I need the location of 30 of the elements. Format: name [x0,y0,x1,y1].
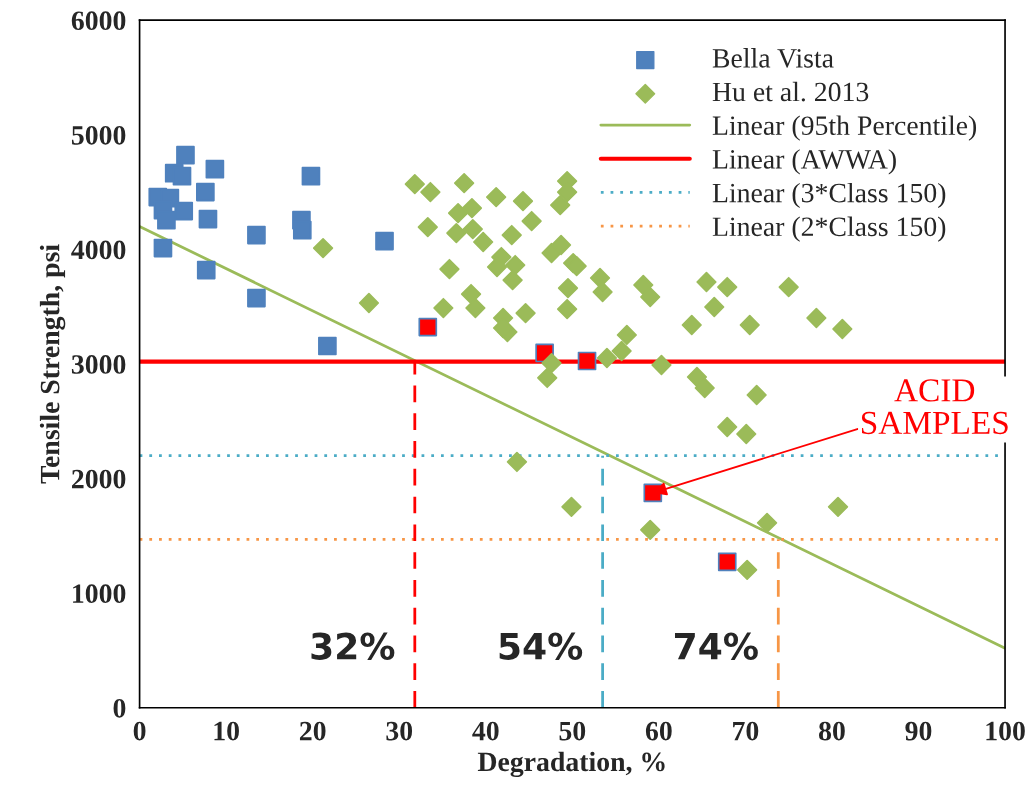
annotation: 74% [675,632,758,660]
legend-label: Hu et al. 2013 [712,81,869,102]
x-tick-label: 100 [986,721,1025,741]
y-tick-label: 5000 [71,125,126,145]
x-tick-label: 0 [133,721,146,741]
y-tick-label: 1000 [73,584,126,604]
legend-label: Linear (95th Percentile) [712,115,977,141]
annotation: 54% [499,632,583,660]
x-tick-label: 10 [214,721,239,741]
x-tick-label: 90 [905,721,932,741]
y-tick-label: 6000 [71,11,126,31]
legend-label: Linear (AWWA) [712,149,896,175]
x-tick-label: 80 [818,721,845,741]
x-tick-label: 30 [386,721,413,741]
legend-label: Bella Vista [712,48,834,68]
y-tick-label: 0 [113,698,126,718]
y-tick-label: 3000 [71,355,126,374]
x-tick-label: 60 [645,721,672,741]
legend-label: Linear (3*Class 150) [712,182,946,209]
x-tick-label: 40 [472,721,499,741]
legend-label: Linear (2*Class 150) [712,216,946,242]
y-tick-label: 4000 [71,240,126,260]
y-tick-label: 2000 [72,469,126,489]
y-axis-title: Tensile Strength, psi [39,244,66,484]
x-axis-title: Degradation, % [477,751,665,778]
annotation: 32% [311,632,395,660]
x-tick-label: 50 [559,721,586,741]
x-tick-label: 70 [733,721,759,741]
annotation: ACID SAMPLES [861,379,1008,435]
x-tick-label: 20 [299,721,326,741]
